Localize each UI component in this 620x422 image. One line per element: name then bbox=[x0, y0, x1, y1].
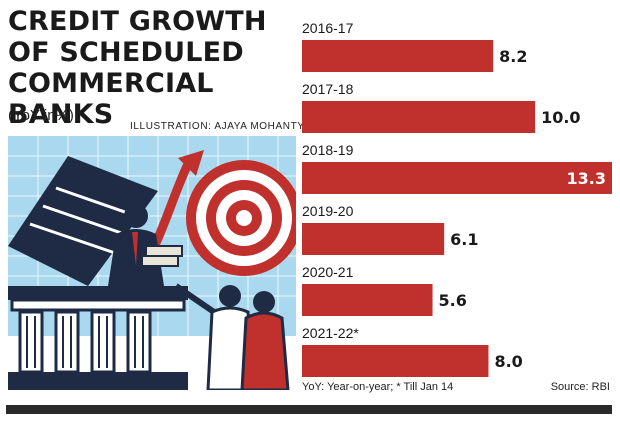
bar bbox=[302, 284, 433, 316]
chart-subtitle: (YoY in%) bbox=[8, 107, 74, 124]
bar-chart: 2016-17 8.2 2017-18 10.0 2018-19 13.3 2019-20 6… bbox=[302, 20, 612, 377]
data-label: 10.0 bbox=[541, 108, 580, 127]
data-label: 13.3 bbox=[567, 169, 606, 188]
bottom-rule bbox=[6, 405, 612, 414]
category-label: 2021-22* bbox=[302, 325, 359, 341]
data-label: 8.0 bbox=[494, 352, 522, 371]
bar bbox=[302, 101, 536, 133]
category-label: 2020-21 bbox=[302, 264, 354, 280]
category-label: 2017-18 bbox=[302, 81, 354, 97]
bar bbox=[302, 345, 489, 377]
data-label: 5.6 bbox=[439, 291, 467, 310]
data-label: 8.2 bbox=[499, 47, 527, 66]
chart-title: CREDIT GROWTH OF SCHEDULED COMMERCIAL BA… bbox=[8, 6, 267, 130]
category-label: 2016-17 bbox=[302, 20, 354, 36]
source-note: Source: RBI bbox=[550, 381, 610, 393]
footnote: YoY: Year-on-year; * Till Jan 14 bbox=[302, 381, 454, 393]
bar bbox=[302, 40, 494, 72]
bar bbox=[302, 162, 612, 194]
category-label: 2018-19 bbox=[302, 142, 354, 158]
bar bbox=[302, 223, 445, 255]
illustration-credit: ILLUSTRATION: AJAYA MOHANTY bbox=[130, 121, 305, 132]
category-label: 2019-20 bbox=[302, 203, 354, 219]
illustration-image bbox=[8, 136, 296, 390]
data-label: 6.1 bbox=[450, 230, 478, 249]
